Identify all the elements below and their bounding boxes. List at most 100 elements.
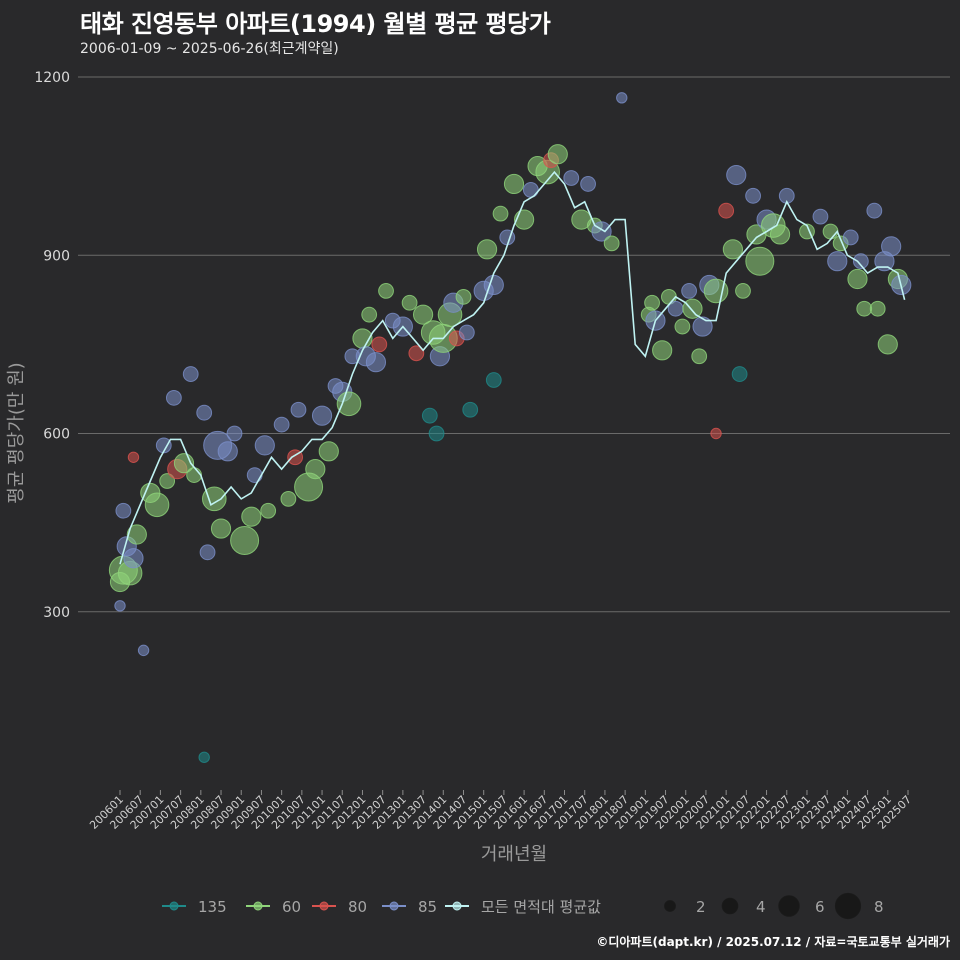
chart-subtitle: 2006-01-09 ~ 2025-06-26(최근계약일) [80, 41, 339, 57]
size-legend-label: 2 [696, 898, 706, 916]
data-point-60 [378, 283, 394, 299]
data-point-60 [305, 459, 326, 480]
data-point-60 [455, 288, 472, 305]
size-legend-label: 6 [815, 898, 825, 916]
data-point-60 [336, 391, 362, 417]
size-legend-circle [664, 900, 676, 912]
data-point-85 [563, 170, 580, 186]
data-point-60 [401, 294, 418, 311]
data-point-60 [476, 239, 498, 260]
data-point-85 [199, 544, 216, 561]
data-point-80 [710, 427, 722, 440]
size-legend-circle [721, 897, 739, 915]
data-point-80 [408, 345, 425, 362]
data-point-85 [137, 644, 150, 657]
data-point-60 [847, 268, 868, 290]
data-point-60 [745, 246, 775, 276]
legend-label: 모든 면적대 평균값 [481, 898, 601, 916]
data-point-85 [165, 389, 182, 406]
data-point-60 [547, 144, 568, 165]
data-point-85 [852, 253, 869, 270]
data-point-60 [126, 524, 147, 545]
data-point-60 [603, 235, 620, 252]
data-point-85 [273, 416, 290, 433]
data-point-60 [674, 318, 691, 335]
average-line [119, 170, 906, 565]
data-point-135 [198, 751, 210, 764]
data-point-85 [196, 404, 213, 421]
average-line-group [119, 170, 906, 565]
data-point-60 [210, 518, 232, 539]
data-point-135 [428, 425, 445, 442]
data-point-85 [226, 425, 243, 442]
data-point-80 [718, 202, 735, 219]
data-point-60 [186, 467, 202, 483]
legend-label: 60 [282, 898, 301, 916]
data-point-80 [127, 451, 140, 463]
size-legend-circle [778, 895, 800, 917]
data-point-85 [881, 236, 902, 257]
data-point-60 [492, 205, 509, 222]
data-point-85 [246, 467, 263, 483]
data-point-60 [318, 441, 339, 462]
data-point-85 [827, 251, 848, 272]
data-point-85 [842, 229, 859, 246]
data-point-135 [462, 401, 479, 418]
legend-label: 135 [198, 898, 227, 916]
data-point-60 [735, 283, 751, 299]
grid-lines [78, 76, 950, 613]
data-point-85 [745, 187, 761, 204]
y-tick-label: 300 [43, 605, 70, 621]
data-point-60 [722, 239, 743, 260]
legend-label: 85 [418, 898, 437, 916]
data-point-60 [503, 173, 525, 195]
data-point-85 [726, 164, 747, 186]
data-point-60 [230, 525, 260, 555]
legend-swatch [389, 901, 399, 911]
legend-swatch [253, 901, 263, 911]
data-point-85 [616, 92, 628, 104]
legend-label: 80 [348, 898, 367, 916]
x-axis-title: 거래년월 [481, 844, 547, 865]
y-tick-label: 1200 [34, 70, 70, 86]
data-point-60 [201, 486, 227, 512]
legend-swatch [319, 901, 329, 911]
data-point-60 [856, 300, 873, 317]
data-point-85 [115, 502, 132, 519]
data-point-60 [644, 294, 660, 311]
data-point-60 [144, 492, 170, 518]
chart-title: 태화 진영동부 아파트(1994) 월별 평균 평당가 [80, 10, 551, 38]
data-point-60 [652, 340, 673, 361]
size-legend-label: 4 [756, 898, 766, 916]
data-point-85 [458, 324, 475, 341]
y-axis-title: 평균 평당가(만 원) [6, 362, 27, 503]
data-point-135 [421, 407, 438, 424]
data-point-60 [877, 334, 898, 355]
data-point-85 [522, 181, 539, 198]
source-caption: ©디아파트(dapt.kr) / 2025.07.12 / 자료=국토교통부 실… [596, 935, 950, 949]
data-point-85 [217, 441, 238, 462]
data-point-85 [254, 435, 275, 456]
data-point-85 [311, 405, 333, 426]
data-point-135 [731, 366, 748, 382]
data-point-85 [290, 401, 307, 418]
data-point-85 [580, 176, 596, 192]
size-legend-circle [834, 892, 862, 920]
data-point-85 [866, 202, 883, 219]
data-point-60 [241, 506, 262, 527]
data-point-60 [280, 490, 297, 507]
x-axis-ticks: 2006012006072007012007072008012008072009… [87, 790, 914, 832]
data-point-60 [260, 502, 277, 519]
data-point-85 [114, 600, 126, 612]
data-point-60 [412, 304, 434, 325]
data-point-85 [681, 283, 698, 299]
data-point-60 [691, 348, 708, 365]
data-point-85 [123, 548, 144, 569]
y-axis-ticks: 300 600 900 1200 [34, 70, 70, 621]
data-point-85 [365, 352, 387, 373]
size-legend-label: 8 [874, 898, 884, 916]
data-point-60 [361, 306, 378, 323]
data-point-60 [822, 223, 839, 240]
data-point-85 [692, 316, 713, 337]
